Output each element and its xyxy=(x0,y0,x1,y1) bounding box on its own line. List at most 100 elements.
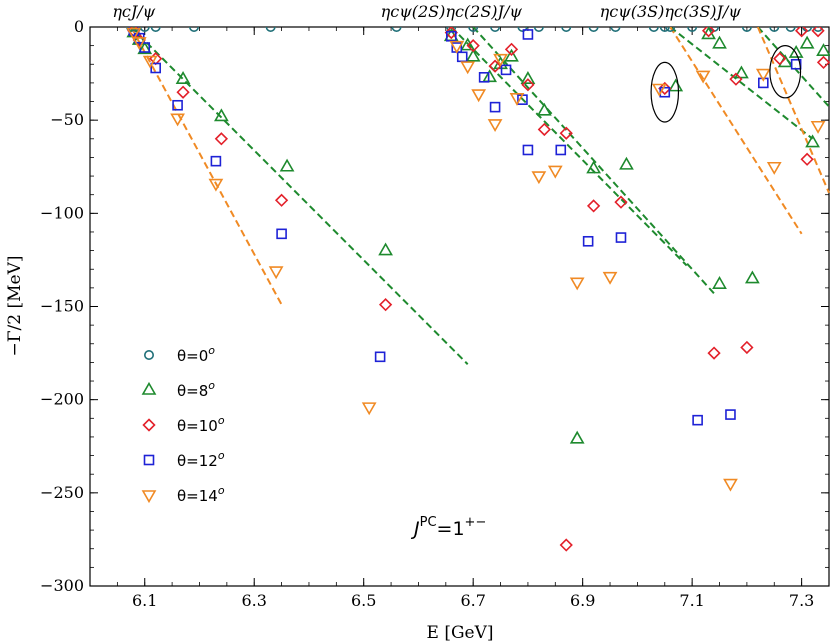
dashed-line xyxy=(450,27,688,267)
legend-label-sup: o xyxy=(208,379,215,392)
x-tick-label: 6.5 xyxy=(351,591,376,610)
data-point-square xyxy=(276,228,287,240)
data-point-square xyxy=(374,351,386,363)
data-point-diamond xyxy=(794,27,809,38)
data-point-invtriangle xyxy=(695,70,711,84)
y-tick-label: 0 xyxy=(74,17,84,36)
data-point-invtriangle xyxy=(651,83,667,97)
data-point-invtriangle xyxy=(509,93,525,106)
data-point-triangle xyxy=(460,37,476,51)
data-point-invtriangle xyxy=(810,120,826,134)
threshold-label: ηcψ(3S)ηc(3S)J/ψ xyxy=(600,2,742,21)
data-point-invtriangle xyxy=(493,53,508,67)
data-point-triangle xyxy=(175,71,191,84)
jpc-sup: +− xyxy=(465,515,487,530)
data-point-diamond xyxy=(800,152,814,166)
data-point-invtriangle xyxy=(531,171,547,185)
jpc-j: J xyxy=(410,518,420,540)
data-point-square xyxy=(725,409,736,420)
data-point-diamond xyxy=(378,298,393,312)
data-point-circle xyxy=(265,27,276,32)
x-tick-label: 6.9 xyxy=(570,591,595,610)
data-point-square xyxy=(172,99,183,111)
data-point-circle xyxy=(813,27,824,32)
data-point-triangle xyxy=(712,276,727,289)
data-point-invtriangle xyxy=(208,178,224,192)
dashed-line xyxy=(669,27,803,235)
data-point-circle xyxy=(687,27,698,32)
x-axis-title: E [GeV] xyxy=(427,623,494,643)
data-point-triangle xyxy=(744,270,760,284)
data-point-diamond xyxy=(740,340,754,355)
data-point-triangle xyxy=(586,160,601,174)
x-tick-label: 6.3 xyxy=(241,591,266,610)
data-point-invtriangle xyxy=(460,61,476,75)
data-point-invtriangle xyxy=(170,113,185,127)
data-point-diamond xyxy=(816,55,830,70)
legend-label-main: θ=14 xyxy=(177,487,218,505)
data-point-invtriangle xyxy=(487,119,503,133)
data-point-diamond xyxy=(466,39,480,53)
data-point-circle xyxy=(665,27,676,32)
data-point-diamond xyxy=(701,27,716,38)
dashed-line xyxy=(130,27,469,365)
legend-marker-circle xyxy=(144,349,155,360)
data-point-square xyxy=(758,77,769,89)
x-tick-label: 6.7 xyxy=(460,591,485,610)
jpc-pc: PC xyxy=(420,515,437,530)
data-point-triangle xyxy=(619,156,634,170)
data-point-invtriangle xyxy=(471,89,487,103)
data-point-invtriangle xyxy=(766,161,782,175)
data-point-diamond xyxy=(521,78,535,92)
data-point-square xyxy=(692,414,703,426)
data-point-triangle xyxy=(520,71,536,84)
data-point-triangle xyxy=(504,48,519,62)
data-point-triangle xyxy=(712,35,727,49)
data-point-diamond xyxy=(444,27,458,40)
legend-label-sup: o xyxy=(218,484,225,497)
data-point-circle xyxy=(391,27,402,32)
data-point-invtriangle xyxy=(268,266,284,280)
legend-label-sup: o xyxy=(218,449,225,462)
data-point-circle xyxy=(769,27,780,32)
jpc-annotation: JPC=1+− xyxy=(410,515,486,540)
data-point-circle xyxy=(610,27,621,32)
data-point-circle xyxy=(189,27,200,32)
y-tick-label: −100 xyxy=(40,203,84,222)
highlight-ellipse xyxy=(769,45,802,99)
x-tick-label: 7.3 xyxy=(789,591,814,610)
data-point-triangle xyxy=(569,430,585,444)
legend-label: θ=14o xyxy=(177,484,225,505)
data-points xyxy=(126,27,830,552)
legend-marker-invtriangle xyxy=(141,490,157,504)
data-point-circle xyxy=(741,27,752,32)
data-point-square xyxy=(522,29,534,40)
highlight-ellipses xyxy=(650,45,802,123)
data-point-square xyxy=(522,144,534,156)
data-point-diamond xyxy=(488,59,502,73)
data-point-triangle xyxy=(279,158,295,172)
legend-marker-square xyxy=(143,454,155,466)
axis-ticks: 6.1 6.3 6.5 6.7 6.9 7.1 7.3 0 −50 −100 −150 −200 −25… xyxy=(40,17,830,610)
data-point-circle xyxy=(490,27,501,32)
data-point-diamond xyxy=(176,85,190,99)
data-point-diamond xyxy=(729,72,743,86)
y-tick-label: −200 xyxy=(40,390,84,409)
data-point-triangle xyxy=(131,31,147,45)
data-point-circle xyxy=(150,27,161,32)
data-point-square xyxy=(150,62,161,74)
dashed-line xyxy=(130,27,283,306)
y-tick-label: −50 xyxy=(50,110,84,129)
data-point-diamond xyxy=(658,81,672,96)
y-tick-label: −300 xyxy=(40,576,84,595)
data-point-diamond xyxy=(274,193,289,207)
data-point-square xyxy=(210,155,222,167)
legend-label: θ=12o xyxy=(177,449,225,470)
legend-label-sup: o xyxy=(208,344,215,357)
data-point-invtriangle xyxy=(126,27,142,41)
y-tick-label: −150 xyxy=(40,297,84,316)
legend-label-main: θ=0 xyxy=(177,347,208,365)
dashed-trend-lines xyxy=(130,27,830,365)
data-point-circle xyxy=(517,27,528,32)
